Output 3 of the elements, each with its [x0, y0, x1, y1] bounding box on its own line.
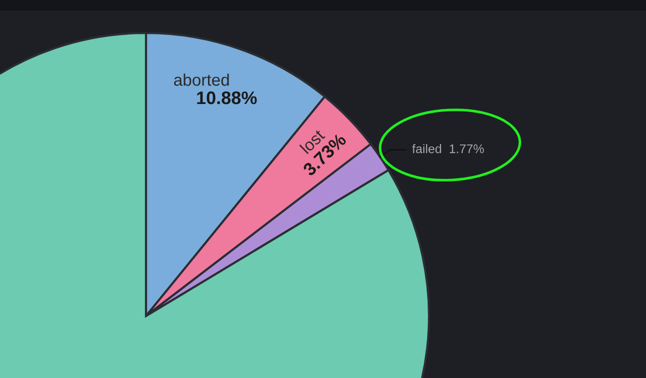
- data-label: 10.88%: [197, 91, 257, 104]
- slice-label: aborted: [174, 74, 229, 86]
- slice-label: failed 1.77%: [412, 144, 484, 154]
